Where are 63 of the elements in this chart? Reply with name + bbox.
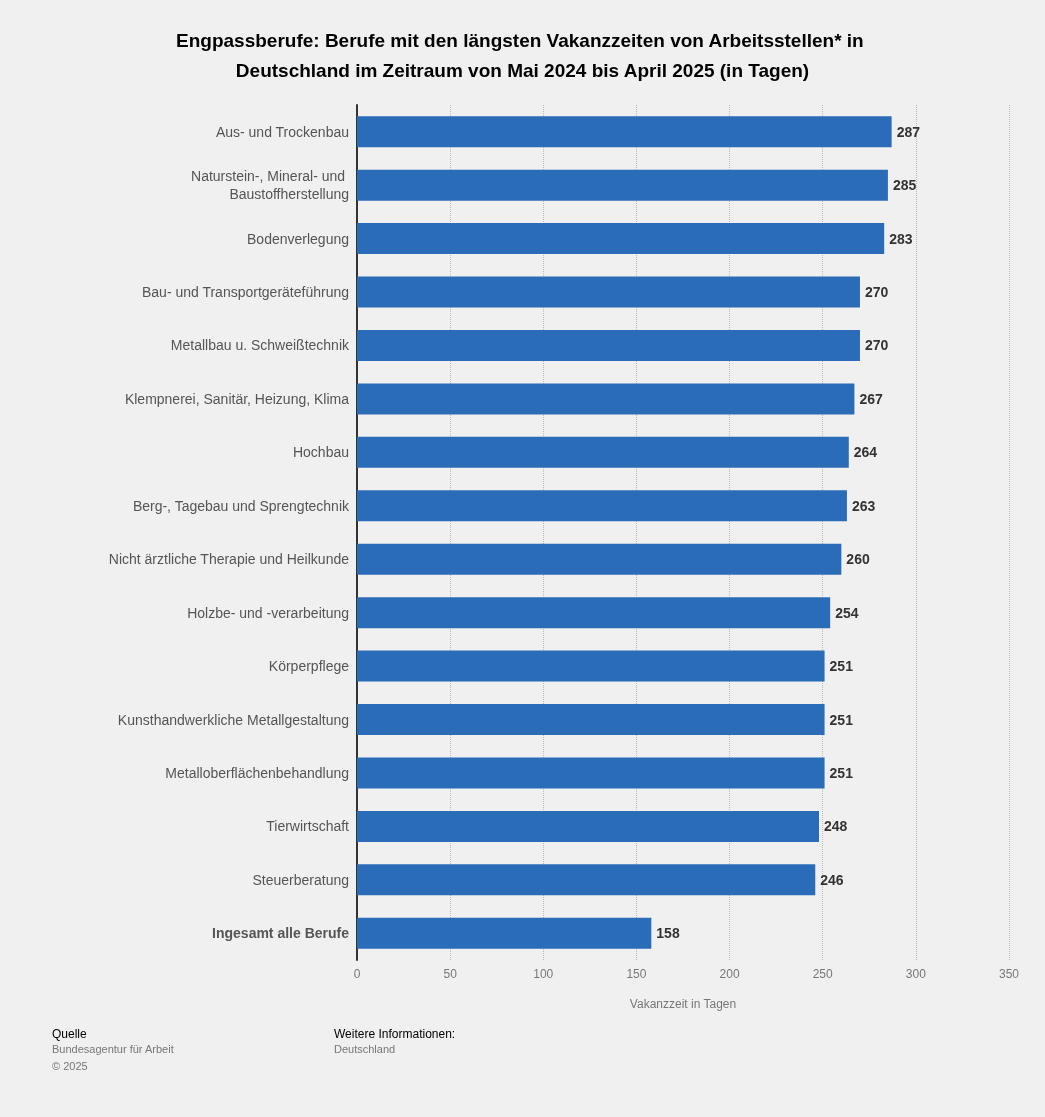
y-tick-label: Nicht ärztliche Therapie und Heilkunde [108, 551, 350, 568]
data-label: 263 [851, 497, 876, 514]
y-tick-label: Kunsthandwerkliche Metallgestaltung [117, 711, 349, 728]
data-label: 285 [892, 177, 917, 194]
data-label: 248 [823, 818, 848, 835]
data-label: 251 [829, 764, 854, 781]
bar [357, 864, 816, 896]
data-label: 287 [896, 123, 921, 140]
bar [357, 169, 888, 201]
y-tick-label: Metalloberflächenbehandlung [165, 764, 349, 781]
y-tick-label: Aus- und Trockenbau [215, 123, 349, 140]
data-label: 267 [859, 390, 883, 407]
data-label: 254 [835, 604, 859, 621]
y-tick-label: Klempnerei, Sanitär, Heizung, Klima [124, 390, 350, 407]
data-label: 270 [864, 337, 889, 354]
y-tick-label: Ingesamt alle Berufe [212, 925, 350, 942]
y-tick-label: Hochbau [292, 444, 349, 461]
y-tick-label: Metallbau u. Schweißtechnik [170, 337, 350, 354]
x-tick-label: 300 [905, 967, 927, 981]
y-tick-label: Steuerberatung [252, 871, 349, 888]
text: Bundesagentur für Arbeit [52, 1042, 174, 1055]
bar [357, 810, 819, 842]
data-label: 246 [820, 871, 844, 888]
y-tick-label: Körperpflege [268, 658, 350, 675]
data-label: 251 [829, 711, 854, 728]
x-tick-label: 50 [443, 967, 458, 981]
bar [357, 704, 825, 736]
x-tick-label: 250 [812, 967, 834, 981]
data-label: 283 [889, 230, 913, 247]
y-tick-label: Naturstein-, Mineral- und Baustoffherstellung [191, 168, 349, 203]
bar [357, 223, 885, 255]
bar [357, 543, 842, 575]
bar [357, 436, 849, 468]
data-label: 264 [853, 444, 878, 461]
x-tick-label: 100 [533, 967, 554, 981]
data-label: 260 [846, 551, 870, 568]
x-axis-title: Vakanzzeit in Tagen [629, 997, 737, 1011]
bar [357, 383, 855, 415]
x-tick-label: 200 [719, 967, 740, 981]
chart-title: Engpassberufe: Berufe mit den längsten Vakanzzeiten von Arbeitsstellen* in Deutschland im Zeitraum von Mai 2024 bis April 2025 (in Tagen) [176, 29, 869, 81]
x-tick-label: 350 [998, 967, 1020, 981]
bar [357, 329, 860, 361]
y-tick-label: Bau- und Transportgeräteführung [141, 284, 349, 301]
x-tick-label: 0 [353, 967, 361, 981]
y-tick-label: Berg-, Tagebau und Sprengtechnik [132, 497, 350, 514]
bar [357, 757, 825, 789]
y-tick-label: Tierwirtschaft [266, 818, 350, 835]
x-tick-label: 150 [626, 967, 647, 981]
text: Quelle [52, 1027, 88, 1041]
text: Weitere Informationen: [334, 1027, 456, 1041]
data-label: 251 [829, 658, 854, 675]
bar [357, 490, 847, 522]
data-label: 270 [864, 284, 889, 301]
data-label: 158 [656, 925, 680, 942]
bar [357, 650, 825, 682]
bar [357, 276, 860, 308]
y-tick-label: Bodenverlegung [247, 230, 349, 247]
bar [357, 917, 652, 949]
text: © 2025 [52, 1059, 88, 1072]
y-tick-label: Holzbe- und -verarbeitung [187, 604, 349, 621]
text: Deutschland [334, 1042, 396, 1055]
bar [357, 116, 892, 148]
bar [357, 597, 831, 629]
